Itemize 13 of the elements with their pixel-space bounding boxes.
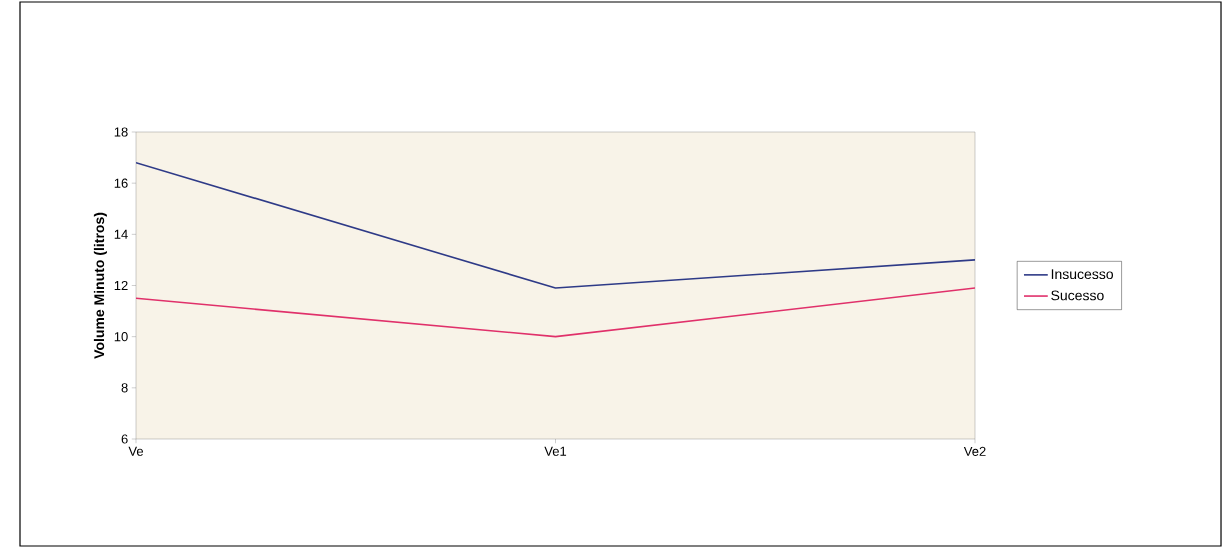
legend-label: Insucesso xyxy=(1051,269,1114,280)
y-tick-label: 14 xyxy=(114,229,128,239)
y-tick-label: 6 xyxy=(121,434,128,444)
y-tick-label: 12 xyxy=(114,280,128,291)
legend-label: Sucesso xyxy=(1051,290,1104,301)
x-tick-label: Ve xyxy=(128,446,144,456)
y-axis-title: Volume Minuto (litros) xyxy=(93,212,107,359)
y-tick-label: 8 xyxy=(121,383,128,393)
y-tick-label: 16 xyxy=(114,178,128,188)
x-tick-label: Ve1 xyxy=(544,446,567,456)
y-tick-label: 18 xyxy=(114,127,128,137)
x-tick-label: Ve2 xyxy=(963,446,986,456)
y-tick-label: 10 xyxy=(114,332,128,342)
